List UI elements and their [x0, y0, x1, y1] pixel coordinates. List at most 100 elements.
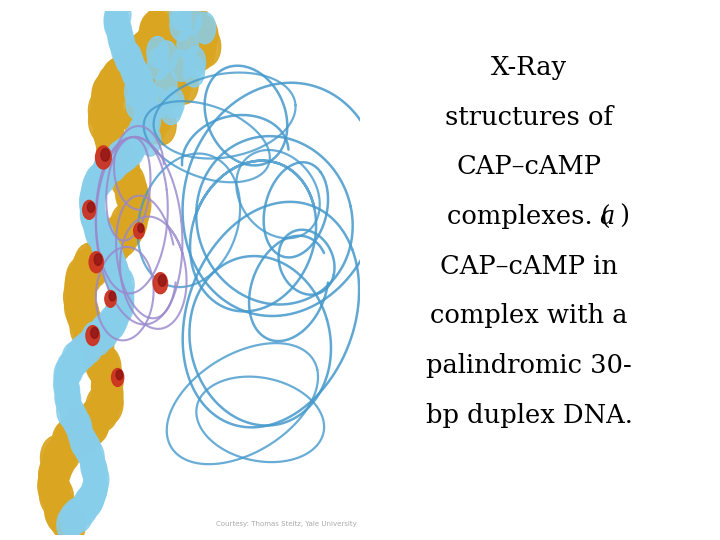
Circle shape: [96, 146, 111, 169]
Circle shape: [99, 238, 122, 274]
Circle shape: [55, 380, 79, 415]
Circle shape: [89, 346, 119, 389]
Circle shape: [55, 417, 85, 462]
Circle shape: [52, 421, 82, 464]
Circle shape: [99, 148, 122, 184]
Circle shape: [99, 306, 122, 342]
Circle shape: [161, 93, 181, 125]
Circle shape: [67, 291, 96, 335]
Circle shape: [128, 31, 158, 76]
Circle shape: [118, 192, 148, 236]
Circle shape: [92, 359, 122, 403]
Circle shape: [102, 132, 131, 176]
Circle shape: [93, 87, 122, 131]
Circle shape: [76, 403, 105, 447]
Circle shape: [110, 52, 140, 96]
Circle shape: [110, 204, 140, 248]
Text: Courtesy: Thomas Steitz, Yale University: Courtesy: Thomas Steitz, Yale University: [216, 521, 356, 526]
Text: a: a: [599, 204, 614, 229]
Circle shape: [84, 326, 114, 370]
Circle shape: [109, 148, 139, 192]
Circle shape: [81, 448, 105, 483]
Circle shape: [171, 64, 198, 104]
Circle shape: [115, 164, 145, 208]
Circle shape: [101, 245, 125, 281]
Circle shape: [44, 476, 73, 521]
Circle shape: [58, 416, 89, 460]
Circle shape: [103, 252, 127, 288]
Circle shape: [118, 42, 142, 77]
Circle shape: [135, 90, 159, 126]
Circle shape: [65, 285, 94, 328]
Circle shape: [128, 118, 152, 154]
Circle shape: [94, 254, 102, 265]
Circle shape: [92, 77, 122, 121]
Circle shape: [101, 59, 131, 103]
Circle shape: [125, 76, 146, 107]
Circle shape: [142, 22, 171, 66]
Circle shape: [96, 122, 126, 166]
Circle shape: [115, 171, 145, 214]
Circle shape: [110, 267, 134, 303]
Circle shape: [63, 403, 88, 438]
Circle shape: [112, 138, 136, 173]
Circle shape: [70, 305, 100, 348]
Circle shape: [65, 341, 89, 376]
Circle shape: [133, 110, 157, 146]
Circle shape: [134, 223, 145, 239]
Circle shape: [104, 299, 128, 335]
Circle shape: [45, 488, 74, 531]
Circle shape: [66, 258, 96, 301]
Circle shape: [146, 5, 176, 49]
Circle shape: [84, 208, 108, 244]
Circle shape: [91, 226, 116, 261]
Circle shape: [89, 219, 114, 255]
Circle shape: [126, 41, 156, 85]
Circle shape: [84, 334, 114, 378]
Circle shape: [145, 94, 173, 134]
Circle shape: [168, 55, 194, 95]
Circle shape: [138, 26, 168, 70]
Circle shape: [171, 50, 192, 82]
Circle shape: [79, 400, 109, 444]
Circle shape: [40, 467, 70, 511]
Circle shape: [117, 198, 147, 242]
Circle shape: [96, 65, 127, 109]
Circle shape: [93, 359, 123, 402]
Circle shape: [80, 243, 109, 287]
Circle shape: [117, 44, 147, 88]
Circle shape: [122, 38, 153, 83]
Circle shape: [80, 440, 104, 475]
Circle shape: [94, 313, 118, 349]
Circle shape: [81, 322, 106, 357]
Circle shape: [79, 316, 109, 360]
Circle shape: [66, 262, 95, 306]
Circle shape: [180, 0, 207, 33]
Circle shape: [133, 86, 158, 122]
Circle shape: [120, 188, 150, 232]
Circle shape: [82, 453, 107, 488]
Circle shape: [92, 73, 122, 117]
Circle shape: [109, 288, 133, 324]
Circle shape: [81, 197, 104, 233]
Circle shape: [71, 249, 102, 293]
Circle shape: [117, 172, 148, 216]
Circle shape: [91, 365, 122, 409]
Circle shape: [40, 472, 69, 516]
Circle shape: [68, 336, 92, 372]
Circle shape: [85, 462, 109, 497]
Circle shape: [140, 125, 161, 156]
Circle shape: [89, 252, 104, 273]
Circle shape: [132, 79, 156, 115]
Circle shape: [39, 455, 68, 499]
Circle shape: [104, 57, 133, 102]
Text: CAP–cAMP in: CAP–cAMP in: [440, 254, 618, 279]
Text: CAP–cAMP: CAP–cAMP: [456, 154, 602, 179]
Circle shape: [73, 407, 102, 451]
Circle shape: [129, 115, 153, 151]
Circle shape: [131, 72, 156, 108]
Circle shape: [60, 502, 84, 537]
Circle shape: [109, 24, 134, 59]
Circle shape: [107, 145, 137, 189]
Circle shape: [65, 266, 95, 310]
